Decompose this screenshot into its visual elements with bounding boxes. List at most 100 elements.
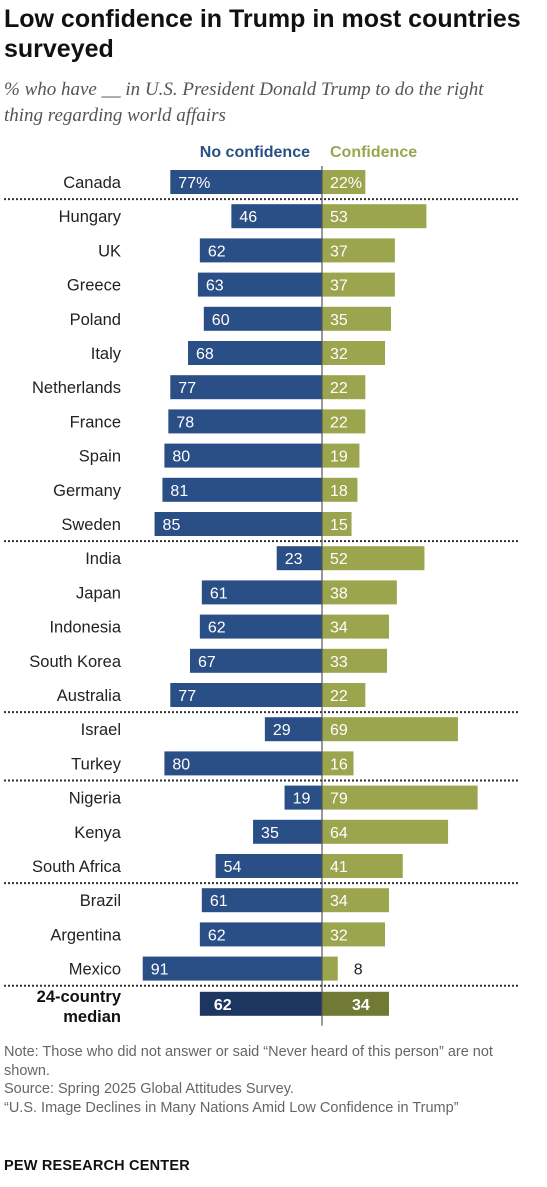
country-label-hungary: Hungary bbox=[59, 208, 122, 226]
bar-no-confidence-turkey bbox=[164, 751, 322, 776]
bar-no-confidence-south-africa bbox=[215, 854, 322, 878]
country-label-south-korea: South Korea bbox=[29, 653, 122, 671]
value-no-confidence-india: 23 bbox=[285, 551, 303, 568]
value-no-confidence-sweden: 85 bbox=[163, 517, 181, 534]
bar-confidence-poland bbox=[322, 306, 391, 331]
bar-confidence-uk bbox=[322, 238, 395, 263]
value-no-confidence-south-korea: 67 bbox=[198, 654, 216, 671]
bar-no-confidence-australia bbox=[170, 683, 322, 707]
country-label-argentina: Argentina bbox=[50, 926, 121, 944]
value-confidence-france: 22 bbox=[330, 414, 348, 431]
value-no-confidence-germany: 81 bbox=[170, 483, 188, 500]
bar-confidence-israel bbox=[322, 717, 458, 742]
bar-confidence-australia bbox=[322, 683, 366, 707]
bar-confidence-indonesia bbox=[322, 614, 389, 639]
value-no-confidence-hungary: 46 bbox=[239, 209, 257, 226]
country-label-italy: Italy bbox=[91, 345, 122, 363]
bar-confidence-argentina bbox=[322, 922, 386, 947]
value-confidence-israel: 69 bbox=[330, 722, 348, 739]
bar-confidence-italy bbox=[322, 341, 386, 365]
value-no-confidence-mexico: 91 bbox=[151, 962, 169, 979]
bar-confidence-sweden bbox=[322, 512, 352, 536]
value-no-confidence-france: 78 bbox=[176, 414, 194, 431]
bar-no-confidence-israel bbox=[264, 717, 322, 742]
bar-confidence-south-africa bbox=[322, 854, 403, 878]
value-no-confidence-israel: 29 bbox=[273, 722, 291, 739]
chart-subtitle: % who have __ in U.S. President Donald T… bbox=[4, 79, 484, 126]
country-label-france: France bbox=[70, 413, 121, 431]
bar-no-confidence-brazil bbox=[201, 888, 322, 913]
bar-no-confidence-uk bbox=[199, 238, 322, 263]
bar-no-confidence-japan bbox=[201, 580, 322, 605]
country-label-israel: Israel bbox=[81, 721, 121, 739]
bar-confidence-greece bbox=[322, 272, 395, 297]
country-label-indonesia: Indonesia bbox=[49, 619, 121, 637]
bar-no-confidence-poland bbox=[203, 306, 322, 331]
footer-report-title: “U.S. Image Declines in Many Nations Ami… bbox=[4, 1099, 459, 1116]
value-no-confidence-australia: 77 bbox=[178, 688, 196, 705]
value-no-confidence-netherlands: 77 bbox=[178, 380, 196, 397]
bar-no-confidence-nigeria bbox=[284, 785, 322, 810]
bar-no-confidence-south-korea bbox=[190, 648, 322, 673]
value-no-confidence-brazil: 61 bbox=[210, 893, 228, 910]
value-confidence-south-korea: 33 bbox=[330, 654, 348, 671]
bar-no-confidence-germany bbox=[162, 477, 322, 502]
footer-note: Note: Those who did not answer or said “… bbox=[4, 1044, 493, 1079]
bar-confidence-spain bbox=[322, 443, 360, 468]
country-label-australia: Australia bbox=[57, 687, 122, 705]
value-confidence-poland: 35 bbox=[330, 312, 348, 329]
country-label-south-africa: South Africa bbox=[32, 858, 122, 876]
bar-confidence-netherlands bbox=[322, 375, 366, 400]
country-label-poland: Poland bbox=[70, 311, 121, 329]
value-confidence-japan: 38 bbox=[330, 585, 348, 602]
value-confidence-indonesia: 34 bbox=[330, 620, 348, 637]
value-confidence-argentina: 32 bbox=[330, 927, 348, 944]
bar-confidence-kenya bbox=[322, 819, 449, 844]
bar-no-confidence-netherlands bbox=[170, 375, 322, 400]
legend-no-confidence: No confidence bbox=[200, 144, 310, 161]
country-label-sweden: Sweden bbox=[61, 516, 121, 534]
value-confidence-kenya: 64 bbox=[330, 825, 348, 842]
value-no-confidence-argentina: 62 bbox=[208, 927, 226, 944]
country-label-greece: Greece bbox=[67, 277, 121, 295]
value-confidence-sweden: 15 bbox=[330, 517, 348, 534]
chart-footer: Note: Those who did not answer or said “… bbox=[4, 1043, 534, 1117]
value-confidence-brazil: 34 bbox=[330, 893, 348, 910]
value-confidence-nigeria: 79 bbox=[330, 791, 348, 808]
diverging-bar-chart: No confidence Confidence Canada 77% 22% Hunga… bbox=[4, 144, 520, 1026]
bar-no-confidence-spain bbox=[164, 443, 322, 468]
value-no-confidence-greece: 63 bbox=[206, 278, 224, 295]
value-no-confidence-spain: 80 bbox=[172, 449, 190, 466]
bar-confidence-canada bbox=[322, 170, 366, 194]
country-label-japan: Japan bbox=[76, 584, 121, 602]
bar-no-confidence-argentina bbox=[199, 922, 322, 947]
value-confidence-mexico: 8 bbox=[354, 962, 363, 979]
value-no-confidence-nigeria: 19 bbox=[293, 791, 311, 808]
bar-no-confidence-indonesia bbox=[199, 614, 322, 639]
value-no-confidence-kenya: 35 bbox=[261, 825, 279, 842]
value-no-confidence-italy: 68 bbox=[196, 346, 214, 363]
country-label-nigeria: Nigeria bbox=[69, 790, 122, 808]
bar-no-confidence-hungary bbox=[231, 204, 322, 229]
country-label-kenya: Kenya bbox=[74, 824, 122, 842]
country-label-turkey: Turkey bbox=[71, 755, 122, 773]
bar-confidence-nigeria bbox=[322, 785, 478, 810]
country-label-germany: Germany bbox=[53, 482, 122, 500]
value-confidence-germany: 18 bbox=[330, 483, 348, 500]
bar-confidence-hungary bbox=[322, 204, 427, 229]
value-no-confidence-indonesia: 62 bbox=[208, 620, 226, 637]
value-confidence-turkey: 16 bbox=[330, 756, 348, 773]
median-label-line-2: median bbox=[63, 1008, 121, 1026]
bar-confidence-germany bbox=[322, 477, 358, 502]
bar-no-confidence-greece bbox=[197, 272, 322, 297]
value-confidence-india: 52 bbox=[330, 551, 348, 568]
value-confidence-uk: 37 bbox=[330, 243, 348, 260]
value-confidence-canada: 22% bbox=[330, 175, 362, 192]
chart-title: Low confidence in Trump in most countrie… bbox=[4, 5, 521, 63]
value-no-confidence-south-africa: 54 bbox=[224, 859, 242, 876]
footer-source: Source: Spring 2025 Global Attitudes Sur… bbox=[4, 1081, 294, 1097]
country-label-netherlands: Netherlands bbox=[32, 379, 121, 397]
value-confidence-italy: 32 bbox=[330, 346, 348, 363]
median-label-line-1: 24-country bbox=[37, 988, 122, 1006]
bar-no-confidence-canada bbox=[170, 170, 322, 194]
